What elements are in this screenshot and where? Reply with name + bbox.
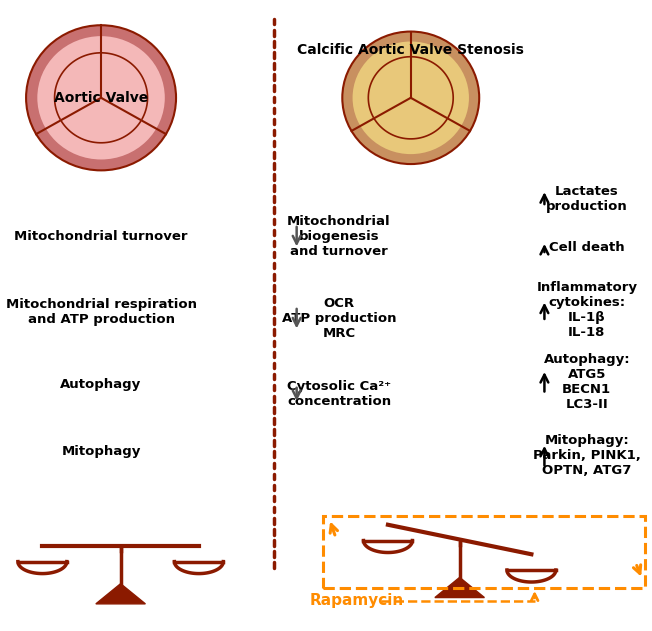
Text: Mitophagy: Mitophagy xyxy=(61,445,141,457)
Circle shape xyxy=(37,36,165,160)
Text: Inflammatory
cytokines:
IL-1β
IL-18: Inflammatory cytokines: IL-1β IL-18 xyxy=(537,281,637,339)
Circle shape xyxy=(353,42,469,154)
Text: Mitochondrial respiration
and ATP production: Mitochondrial respiration and ATP produc… xyxy=(6,298,196,326)
Polygon shape xyxy=(96,584,145,604)
Circle shape xyxy=(342,32,479,164)
Text: Rapamycin: Rapamycin xyxy=(310,593,404,608)
Text: Aortic Valve: Aortic Valve xyxy=(54,91,148,105)
Text: Autophagy: Autophagy xyxy=(61,379,141,391)
Text: Cell death: Cell death xyxy=(549,242,625,254)
Text: Calcific Aortic Valve Stenosis: Calcific Aortic Valve Stenosis xyxy=(297,44,524,57)
Text: Lactates
production: Lactates production xyxy=(546,185,628,213)
Circle shape xyxy=(26,25,176,170)
Text: Mitophagy:
Parkin, PINK1,
OPTN, ATG7: Mitophagy: Parkin, PINK1, OPTN, ATG7 xyxy=(533,434,641,477)
Text: OCR
ATP production
MRC: OCR ATP production MRC xyxy=(282,297,396,340)
Polygon shape xyxy=(435,577,484,598)
Text: Cytosolic Ca²⁺
concentration: Cytosolic Ca²⁺ concentration xyxy=(287,380,391,408)
Text: Mitochondrial turnover: Mitochondrial turnover xyxy=(14,230,188,243)
Text: Autophagy:
ATG5
BECN1
LC3-II: Autophagy: ATG5 BECN1 LC3-II xyxy=(544,353,630,411)
Text: Mitochondrial
biogenesis
and turnover: Mitochondrial biogenesis and turnover xyxy=(288,215,391,258)
